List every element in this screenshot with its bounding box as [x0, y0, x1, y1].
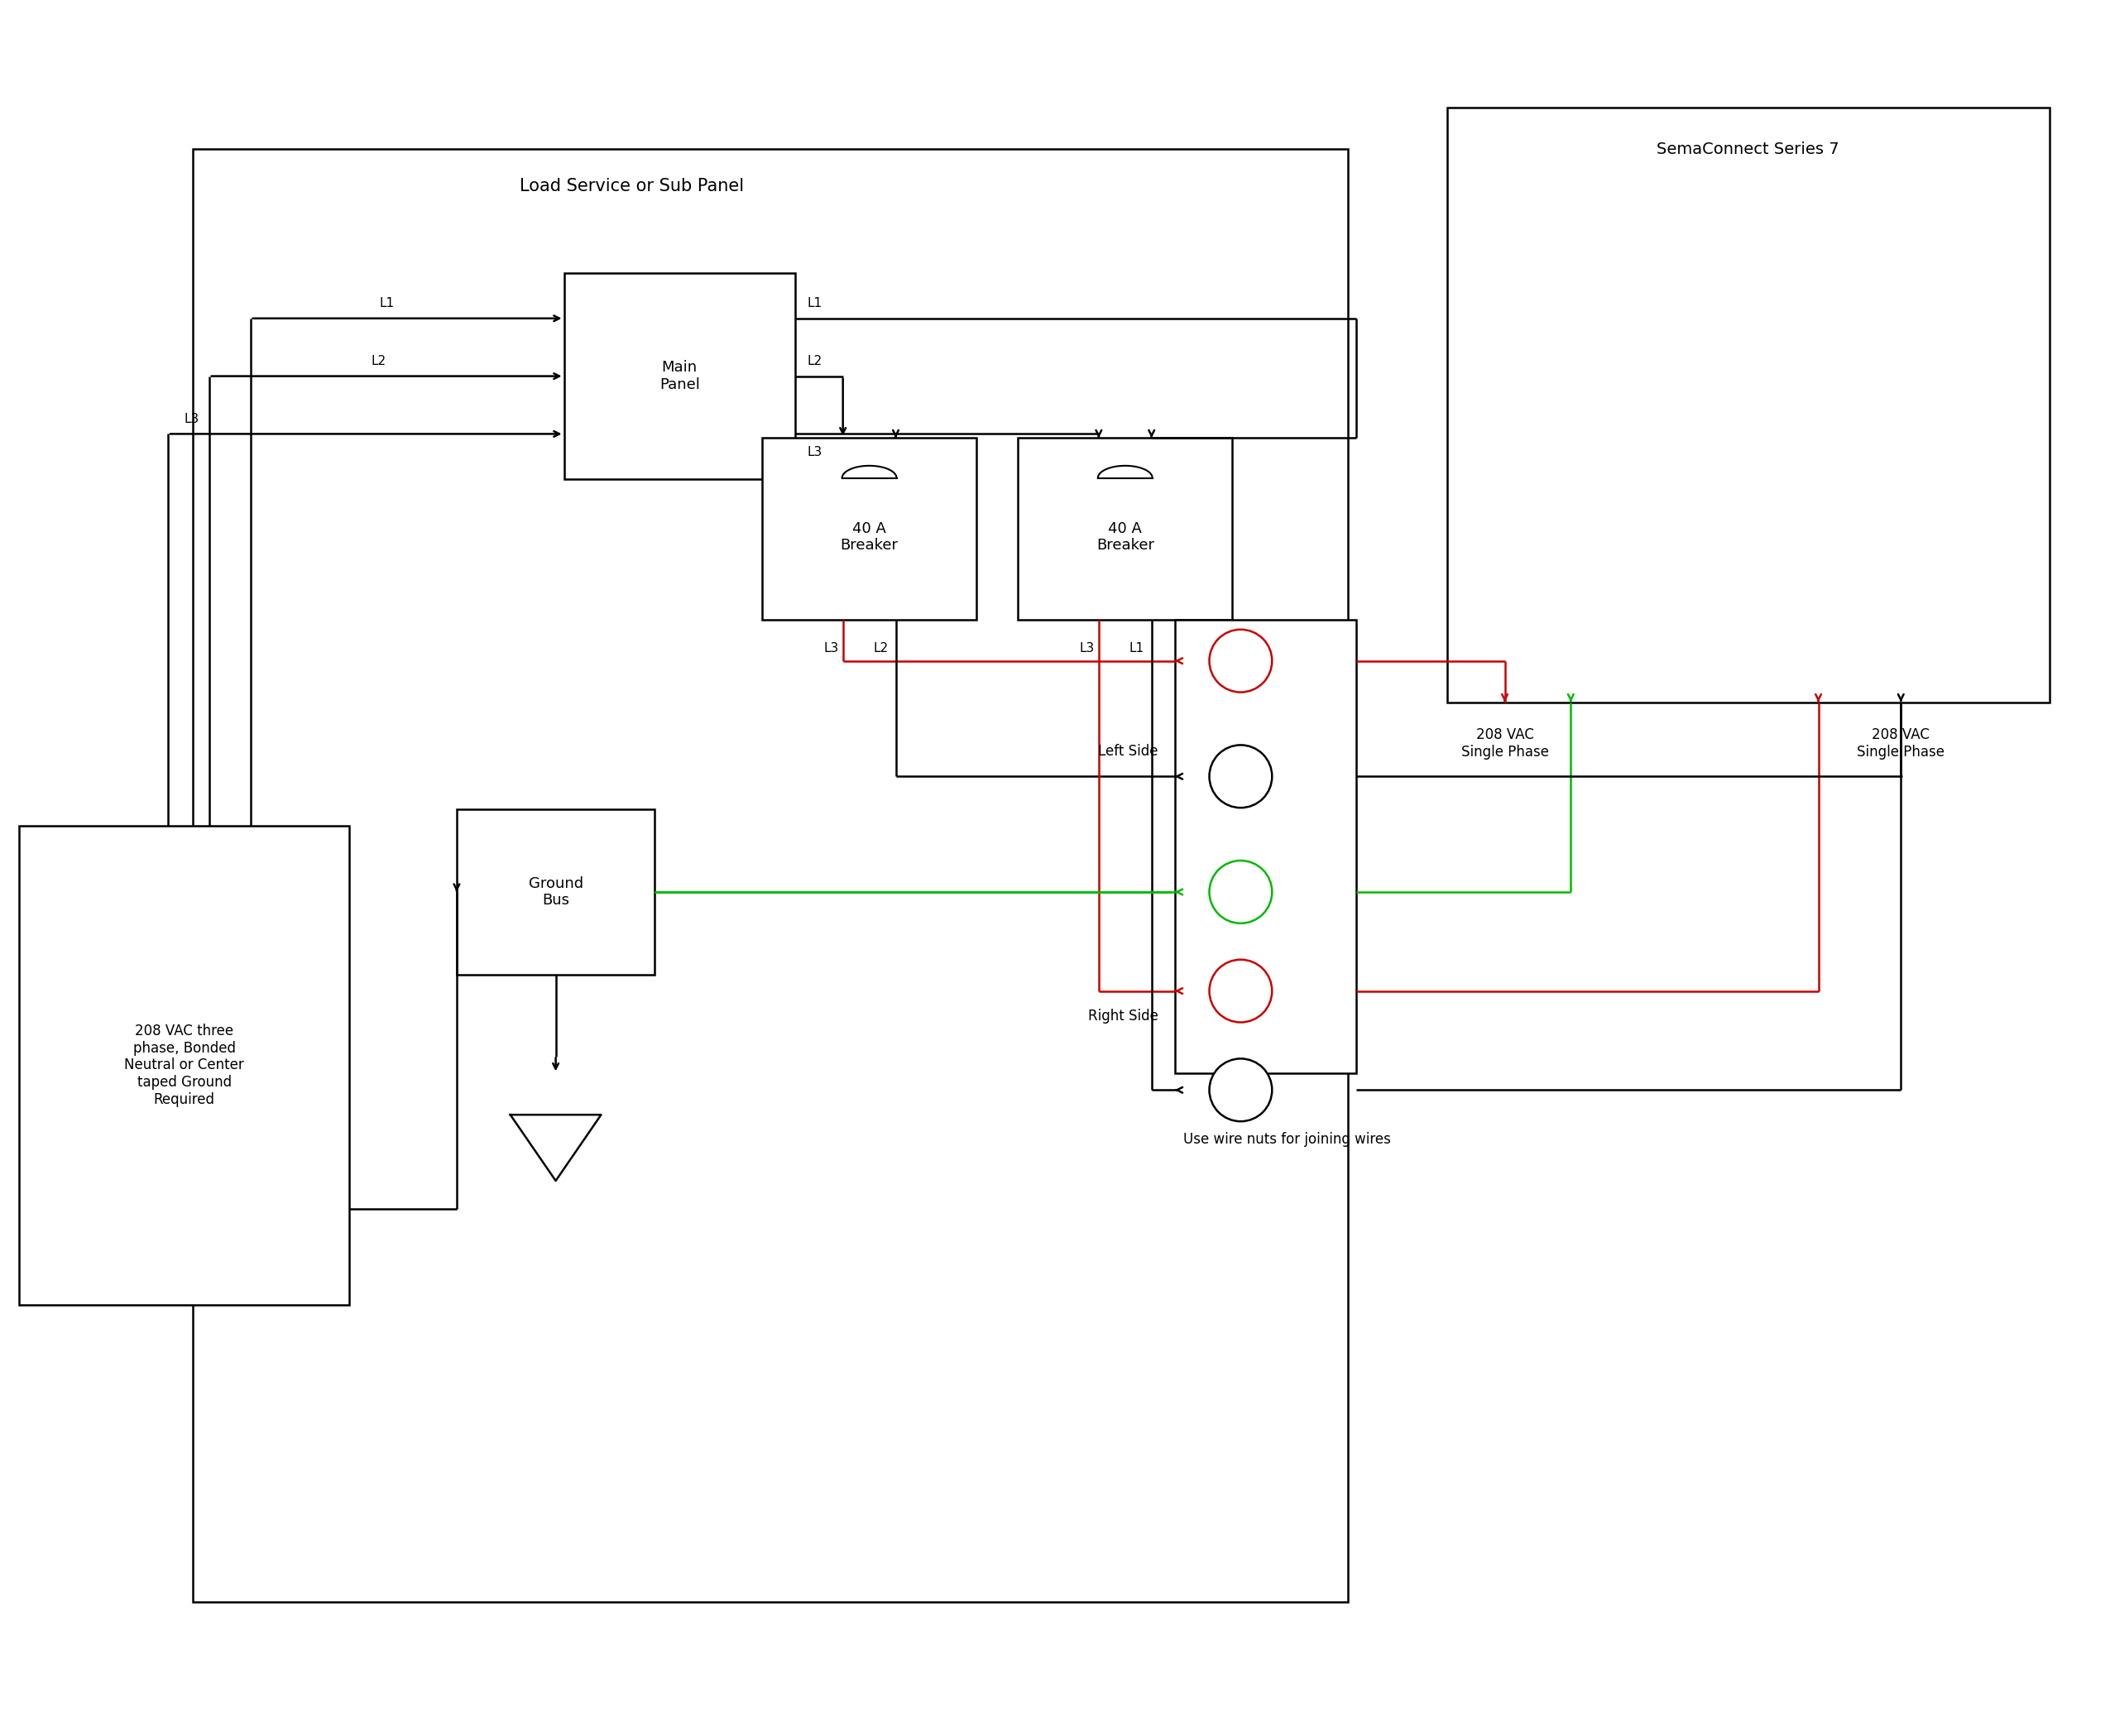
- Text: Use wire nuts for joining wires: Use wire nuts for joining wires: [1184, 1132, 1390, 1147]
- Circle shape: [1209, 960, 1272, 1023]
- Text: L1: L1: [1129, 642, 1144, 654]
- Bar: [563, 273, 795, 479]
- Bar: [762, 437, 977, 620]
- Text: 40 A
Breaker: 40 A Breaker: [1097, 521, 1154, 554]
- Text: L1: L1: [380, 297, 395, 309]
- Bar: [1017, 437, 1232, 620]
- Circle shape: [1209, 630, 1272, 693]
- Bar: [1175, 620, 1357, 1073]
- Text: SemaConnect Series 7: SemaConnect Series 7: [1656, 141, 1840, 156]
- Text: 208 VAC
Single Phase: 208 VAC Single Phase: [1460, 727, 1549, 759]
- Text: Load Service or Sub Panel: Load Service or Sub Panel: [519, 179, 745, 194]
- Text: 208 VAC three
phase, Bonded
Neutral or Center
taped Ground
Required: 208 VAC three phase, Bonded Neutral or C…: [124, 1023, 245, 1108]
- Circle shape: [1209, 745, 1272, 807]
- Text: L2: L2: [808, 356, 823, 368]
- Text: L3: L3: [1080, 642, 1095, 654]
- Text: L3: L3: [808, 446, 823, 458]
- Text: Right Side: Right Side: [1089, 1009, 1158, 1023]
- Bar: [456, 809, 654, 974]
- Text: L1: L1: [808, 297, 823, 309]
- Circle shape: [1209, 861, 1272, 924]
- Text: 40 A
Breaker: 40 A Breaker: [840, 521, 899, 554]
- Text: L2: L2: [874, 642, 888, 654]
- Text: Main
Panel: Main Panel: [658, 359, 701, 392]
- Bar: [1447, 108, 2049, 701]
- Text: L3: L3: [184, 413, 200, 425]
- Circle shape: [1209, 1059, 1272, 1121]
- Text: 208 VAC
Single Phase: 208 VAC Single Phase: [1857, 727, 1945, 759]
- Text: L2: L2: [371, 356, 386, 368]
- Text: Left Side: Left Side: [1097, 745, 1158, 759]
- Bar: [192, 149, 1348, 1602]
- Text: L3: L3: [823, 642, 840, 654]
- Bar: [19, 826, 350, 1304]
- Text: Ground
Bus: Ground Bus: [528, 877, 582, 908]
